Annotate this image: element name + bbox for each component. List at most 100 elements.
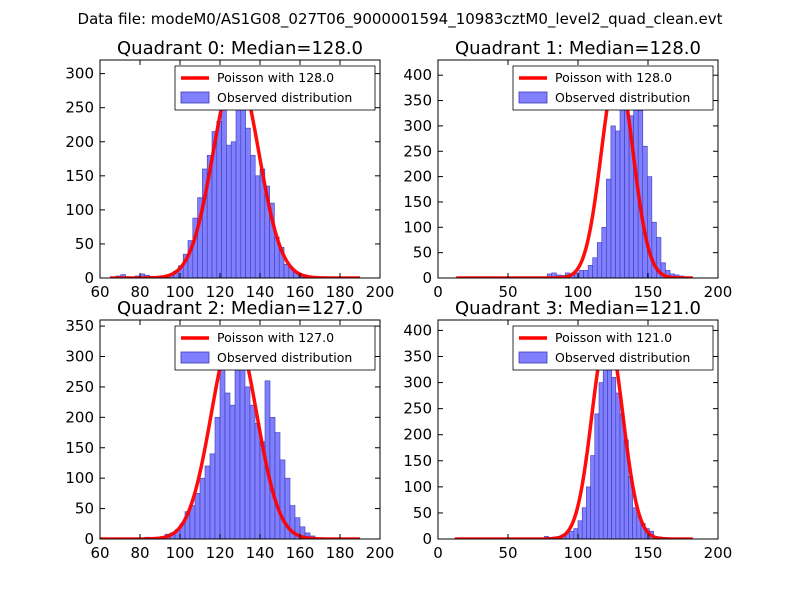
histogram-bar xyxy=(606,178,612,278)
legend-label-poisson: Poisson with 121.0 xyxy=(555,330,672,345)
histogram-bar xyxy=(577,520,583,539)
histogram-bar xyxy=(615,392,621,539)
histogram-bar xyxy=(229,404,236,539)
y-tick-label: 0 xyxy=(422,530,432,548)
histogram-bar xyxy=(615,130,621,278)
x-tick-label: 160 xyxy=(286,283,315,301)
histogram-bar xyxy=(594,413,600,539)
histogram-bar xyxy=(632,507,638,539)
histogram-bar xyxy=(216,121,222,278)
y-tick-label: 300 xyxy=(65,65,94,83)
histogram-bar xyxy=(244,386,251,539)
histogram-bar xyxy=(274,432,281,539)
histogram-bar xyxy=(235,100,242,278)
y-tick-label: 100 xyxy=(403,478,432,496)
x-tick-label: 50 xyxy=(498,544,517,562)
legend-label-observed: Observed distribution xyxy=(217,350,352,365)
x-tick-label: 100 xyxy=(564,544,593,562)
histogram-bar xyxy=(610,125,616,278)
histogram-bar xyxy=(209,453,216,539)
histogram-bar xyxy=(279,459,286,539)
axes-frame xyxy=(99,319,381,540)
legend-label-observed: Observed distribution xyxy=(555,350,690,365)
x-tick-label: 160 xyxy=(286,544,315,562)
x-tick-label: 60 xyxy=(90,283,109,301)
x-tick-label: 150 xyxy=(634,544,663,562)
y-tick-label: 200 xyxy=(403,168,432,186)
x-tick-label: 0 xyxy=(433,283,443,301)
histogram-bar xyxy=(573,528,579,539)
histogram-bar xyxy=(234,368,241,539)
y-tick-label: 50 xyxy=(75,500,94,518)
histogram-bar xyxy=(194,493,201,539)
legend: Poisson with 128.0 Observed distribution xyxy=(174,65,376,111)
y-tick-label: 100 xyxy=(65,201,94,219)
y-tick-label: 150 xyxy=(403,193,432,211)
y-tick-label: 350 xyxy=(65,317,94,335)
x-tick-label: 150 xyxy=(634,283,663,301)
histogram-bar xyxy=(583,270,589,278)
y-tick-label: 50 xyxy=(413,244,432,262)
data-layer xyxy=(455,68,694,278)
histogram-bar xyxy=(646,176,653,278)
histogram-bar xyxy=(204,465,211,539)
y-tick-label: 150 xyxy=(65,167,94,185)
x-tick-label: 50 xyxy=(498,283,517,301)
y-tick-label: 250 xyxy=(403,142,432,160)
x-tick-label: 120 xyxy=(206,544,235,562)
y-tick-label: 150 xyxy=(65,439,94,457)
histogram-bar xyxy=(245,127,251,278)
x-tick-label: 180 xyxy=(326,544,355,562)
histogram-bar xyxy=(199,477,206,539)
y-tick-label: 0 xyxy=(84,530,94,548)
x-tick-label: 180 xyxy=(326,283,355,301)
data-layer xyxy=(453,331,694,539)
subplot-quadrant-1: 0 50 100 150 200 0 50 100 150 200 250 300 350 400 Quad… xyxy=(403,38,732,301)
y-tick-label: 200 xyxy=(403,426,432,444)
subplot-title: Quadrant 0: Median=128.0 xyxy=(117,38,363,59)
x-tick-label: 200 xyxy=(704,544,733,562)
histogram-bar xyxy=(230,141,237,278)
legend: Poisson with 128.0 Observed distribution xyxy=(512,65,714,111)
legend-label-poisson: Poisson with 128.0 xyxy=(217,70,334,85)
y-tick-label: 50 xyxy=(413,504,432,522)
subplot-title: Quadrant 1: Median=128.0 xyxy=(455,38,701,59)
legend-bar-swatch xyxy=(180,351,210,364)
y-tick-label: 200 xyxy=(65,133,94,151)
y-tick-label: 100 xyxy=(65,469,94,487)
legend: Poisson with 121.0 Observed distribution xyxy=(512,325,714,371)
x-tick-label: 60 xyxy=(90,544,109,562)
histogram-bar xyxy=(607,345,612,539)
subplot-quadrant-3: 0 50 100 150 200 0 50 100 150 200 250 300 350 400 Quad… xyxy=(403,298,732,562)
y-tick-label: 0 xyxy=(422,269,432,287)
y-tick-label: 0 xyxy=(84,269,94,287)
x-tick-label: 200 xyxy=(704,283,733,301)
x-tick-label: 200 xyxy=(366,544,395,562)
histogram-bar xyxy=(578,270,584,278)
legend-label-poisson: Poisson with 127.0 xyxy=(217,330,334,345)
histogram-bar xyxy=(587,265,594,278)
histogram-bar xyxy=(592,257,598,278)
subplot-title: Quadrant 3: Median=121.0 xyxy=(455,298,701,319)
y-tick-label: 300 xyxy=(403,374,432,392)
y-tick-label: 250 xyxy=(403,400,432,418)
y-tick-label: 350 xyxy=(403,92,432,110)
histogram-bar xyxy=(219,350,226,539)
legend-label-poisson: Poisson with 128.0 xyxy=(555,70,672,85)
legend-bar-swatch xyxy=(518,91,548,104)
histogram-bar xyxy=(569,530,575,539)
x-tick-label: 0 xyxy=(433,544,443,562)
x-tick-label: 140 xyxy=(246,283,275,301)
y-tick-label: 150 xyxy=(403,452,432,470)
histogram-bar xyxy=(214,417,221,539)
y-tick-label: 400 xyxy=(403,66,432,84)
histogram-bar xyxy=(656,237,662,278)
y-tick-label: 300 xyxy=(65,348,94,366)
y-tick-label: 400 xyxy=(403,321,432,339)
legend-label-observed: Observed distribution xyxy=(217,90,352,105)
subplot-quadrant-0: 60 80 100 120 140 160 180 200 0 50 100 150 200 250 300… xyxy=(65,38,394,301)
x-tick-label: 100 xyxy=(166,544,195,562)
y-tick-label: 250 xyxy=(65,99,94,117)
histogram-bar xyxy=(581,507,587,539)
